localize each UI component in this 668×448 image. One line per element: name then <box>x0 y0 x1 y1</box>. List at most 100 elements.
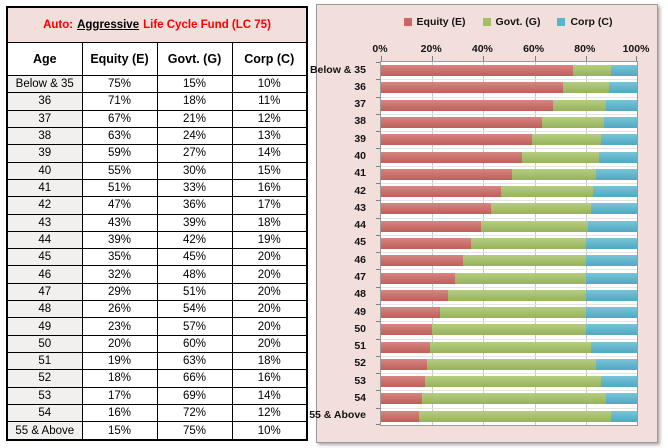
bar-segment-corp <box>588 220 637 232</box>
value-cell: 21% <box>156 109 233 128</box>
y-axis-tick <box>376 303 380 305</box>
row-separator <box>381 183 637 184</box>
value-cell: 69% <box>156 386 233 405</box>
row-separator <box>381 252 637 254</box>
bar-segment-govt <box>427 358 597 370</box>
value-cell: 13% <box>231 126 308 146</box>
stacked-bar <box>381 341 637 353</box>
bar-segment-corp <box>590 341 637 353</box>
stacked-bar <box>381 358 637 370</box>
title-prefix: Auto: <box>43 19 74 31</box>
y-axis-tick <box>376 424 380 425</box>
bar-segment-govt <box>501 186 594 198</box>
value-cell: 72% <box>156 403 233 423</box>
bar-segment-equity <box>381 116 543 128</box>
table-row: 38 63% 24% 13% <box>6 126 308 146</box>
x-axis-tick <box>585 56 587 61</box>
bar-segment-govt <box>432 324 586 336</box>
value-cell: 20% <box>231 334 308 354</box>
bar-segment-equity <box>381 186 502 198</box>
table-row: 50 20% 60% 20% <box>6 334 308 354</box>
bar-row <box>381 390 637 407</box>
bar-row <box>381 304 637 321</box>
age-cell: 40 <box>6 161 83 180</box>
value-cell: 43% <box>81 213 158 232</box>
row-separator <box>381 373 637 375</box>
bar-segment-govt <box>562 82 609 94</box>
stacked-bar <box>381 272 637 284</box>
legend-swatch-govt-icon <box>482 18 491 26</box>
row-separator <box>381 286 637 288</box>
table-row: 39 59% 27% 14% <box>6 144 308 163</box>
bar-segment-equity <box>381 272 456 284</box>
age-cell: 45 <box>6 248 83 267</box>
value-cell: 27% <box>156 144 233 163</box>
bar-segment-corp <box>585 324 637 336</box>
bar-row <box>381 114 637 131</box>
bar-segment-corp <box>596 168 637 180</box>
table-row: 41 51% 33% 16% <box>6 178 308 198</box>
value-cell: 16% <box>231 369 308 388</box>
column-header: Equity (E) <box>81 42 158 76</box>
value-cell: 63% <box>156 351 233 371</box>
legend-item-govt: Govt. (G) <box>482 16 540 28</box>
y-axis-tick <box>376 182 380 184</box>
row-separator <box>381 338 637 340</box>
legend-label: Corp (C) <box>570 16 613 28</box>
value-cell: 75% <box>156 421 233 441</box>
stacked-bar <box>381 186 637 198</box>
value-cell: 20% <box>231 300 308 319</box>
x-tick-label: 0% <box>372 43 388 55</box>
stacked-bar <box>381 255 637 267</box>
y-axis-tick <box>376 131 380 133</box>
bar-row <box>381 218 637 235</box>
bar-segment-equity <box>381 220 481 232</box>
stacked-bar <box>381 307 637 319</box>
bar-segment-corp <box>611 65 637 77</box>
value-cell: 17% <box>231 196 308 215</box>
y-axis-tick <box>376 355 380 357</box>
x-axis-labels: 0% 20% 40% 60% 80% 100% <box>372 43 649 56</box>
age-cell: 44 <box>6 230 83 250</box>
bar-segment-govt <box>511 168 597 180</box>
y-axis-tick <box>376 252 380 254</box>
bar-segment-corp <box>601 376 637 388</box>
x-axis-tick <box>483 56 485 61</box>
table-row: 42 47% 36% 17% <box>6 196 308 215</box>
value-cell: 26% <box>81 300 158 319</box>
table-row: 43 43% 39% 18% <box>6 213 308 232</box>
bar-row <box>381 321 637 338</box>
y-axis-label: 54 <box>354 391 366 404</box>
y-axis-label: 42 <box>354 184 366 197</box>
row-separator <box>381 79 637 81</box>
y-axis-tick <box>376 62 380 63</box>
value-cell: 33% <box>156 178 233 198</box>
y-axis-labels: Below & 35 36 37 38 39 40 41 42 43 44 45 46 47 48 49 50… <box>309 61 373 424</box>
row-separator <box>381 165 637 167</box>
stacked-bar <box>381 99 637 111</box>
value-cell: 15% <box>231 161 308 180</box>
age-cell: 36 <box>6 92 83 111</box>
value-cell: 20% <box>81 334 158 354</box>
y-axis-tick <box>376 321 380 323</box>
value-cell: 59% <box>81 144 158 163</box>
value-cell: 12% <box>231 403 308 423</box>
y-axis-tick <box>376 286 380 288</box>
row-separator <box>381 407 637 409</box>
row-separator <box>381 304 637 305</box>
row-separator <box>381 148 637 150</box>
stacked-bar <box>381 393 637 405</box>
value-cell: 17% <box>81 386 158 405</box>
y-axis-label: 47 <box>354 271 366 284</box>
column-header: Govt. (G) <box>156 42 233 76</box>
row-separator <box>381 131 637 133</box>
y-axis-label: Below & 35 <box>309 63 366 76</box>
bar-row <box>381 408 637 425</box>
bar-segment-corp <box>585 237 637 249</box>
value-cell: 39% <box>156 213 233 232</box>
value-cell: 15% <box>81 421 158 441</box>
y-axis-label: 36 <box>354 80 366 93</box>
legend-item-corp: Corp (C) <box>557 16 612 28</box>
y-axis-tick <box>376 407 380 409</box>
bar-segment-govt <box>455 272 586 284</box>
